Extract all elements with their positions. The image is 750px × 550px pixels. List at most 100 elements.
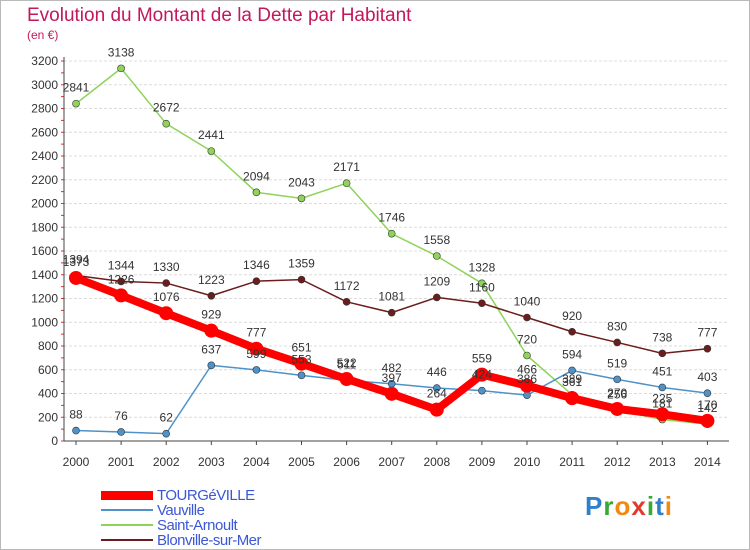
data-point [162, 119, 170, 128]
data-label: 466 [517, 363, 537, 377]
data-label: 62 [160, 411, 174, 425]
data-point [342, 298, 351, 306]
data-label: 170 [697, 398, 717, 412]
data-point [117, 277, 125, 286]
data-label: 1172 [334, 279, 360, 293]
y-tick-label: 3000 [31, 78, 58, 92]
data-point [162, 429, 170, 438]
data-label: 264 [427, 387, 447, 401]
data-label: 522 [337, 356, 357, 370]
data-label: 1209 [423, 274, 450, 288]
legend-item: Blonville-sur-Mer [101, 531, 262, 549]
x-tick-label: 2012 [604, 455, 631, 469]
data-point [478, 386, 486, 395]
data-label: 142 [697, 401, 717, 415]
data-label: 389 [562, 372, 582, 386]
data-label: 1081 [378, 290, 405, 304]
data-label: 929 [201, 308, 221, 322]
data-point [429, 402, 444, 417]
x-tick-label: 2013 [649, 455, 676, 469]
data-label: 270 [607, 386, 627, 400]
data-label: 553 [291, 352, 311, 366]
data-point [658, 349, 667, 358]
legend-swatch [101, 490, 153, 500]
data-point [249, 341, 264, 356]
data-point [117, 428, 125, 436]
y-tick-label: 2800 [31, 102, 58, 116]
data-point [478, 279, 486, 288]
y-tick-label: 2400 [31, 149, 58, 163]
data-point [523, 391, 531, 399]
data-label: 446 [427, 365, 447, 379]
y-tick-label: 1000 [31, 315, 58, 329]
data-label: 1328 [469, 260, 496, 274]
data-label: 3138 [108, 45, 135, 59]
data-label: 1160 [469, 280, 495, 294]
data-point [432, 293, 441, 302]
y-tick-label: 2200 [31, 173, 58, 187]
data-point [294, 356, 309, 371]
y-tick-label: 3200 [31, 54, 58, 68]
legend-swatch [101, 509, 153, 511]
x-tick-label: 2008 [423, 455, 450, 469]
data-label: 519 [607, 356, 627, 370]
data-label: 1558 [423, 233, 450, 247]
x-tick-label: 2000 [63, 455, 90, 469]
x-tick-label: 2010 [514, 455, 541, 469]
data-point [610, 401, 625, 416]
data-point [69, 270, 83, 285]
data-point [703, 344, 712, 353]
data-point [613, 375, 622, 384]
data-point [207, 361, 216, 370]
data-point [252, 188, 261, 197]
data-label: 403 [697, 370, 717, 384]
data-label: 920 [562, 309, 582, 323]
data-label: 397 [382, 371, 402, 385]
data-point [117, 64, 125, 73]
data-point [252, 366, 261, 374]
x-tick-label: 2007 [378, 455, 405, 469]
legend-label: Blonville-sur-Mer [157, 531, 262, 549]
x-tick-label: 2002 [153, 455, 180, 469]
data-point [114, 288, 129, 303]
x-tick-label: 2014 [694, 455, 721, 469]
data-label: 738 [652, 330, 672, 344]
data-point [387, 308, 396, 317]
data-label: 1346 [243, 258, 270, 272]
data-point [72, 426, 80, 435]
data-point [207, 291, 216, 300]
y-tick-label: 600 [38, 363, 58, 377]
data-label: 2094 [243, 169, 270, 183]
data-point [478, 299, 486, 308]
data-label: 599 [246, 347, 266, 361]
data-point [700, 413, 715, 428]
data-point [565, 391, 580, 406]
data-label: 1040 [514, 295, 541, 309]
x-tick-label: 2005 [288, 455, 315, 469]
data-label: 594 [562, 347, 582, 361]
chart-title: Evolution du Montant de la Dette par Hab… [27, 5, 412, 26]
data-point [568, 366, 576, 375]
x-tick-label: 2003 [198, 455, 225, 469]
x-tick-label: 2006 [333, 455, 360, 469]
data-point [159, 306, 174, 321]
x-tick-label: 2004 [243, 455, 270, 469]
data-label: 482 [382, 361, 402, 375]
y-tick-label: 800 [38, 339, 58, 353]
data-label: 76 [114, 409, 128, 423]
x-tick-label: 2011 [559, 455, 585, 469]
x-tick-label: 2009 [469, 455, 496, 469]
y-tick-label: 400 [38, 387, 58, 401]
legend-item: Saint-Arnoult [101, 517, 238, 534]
data-point [387, 229, 396, 238]
data-point [384, 386, 399, 401]
legend-item: Vauville [101, 502, 205, 519]
data-point [658, 383, 667, 392]
data-point [297, 371, 306, 380]
data-point [252, 277, 261, 285]
y-tick-label: 2000 [31, 197, 58, 211]
data-point [703, 389, 712, 397]
data-label: 777 [697, 326, 717, 340]
